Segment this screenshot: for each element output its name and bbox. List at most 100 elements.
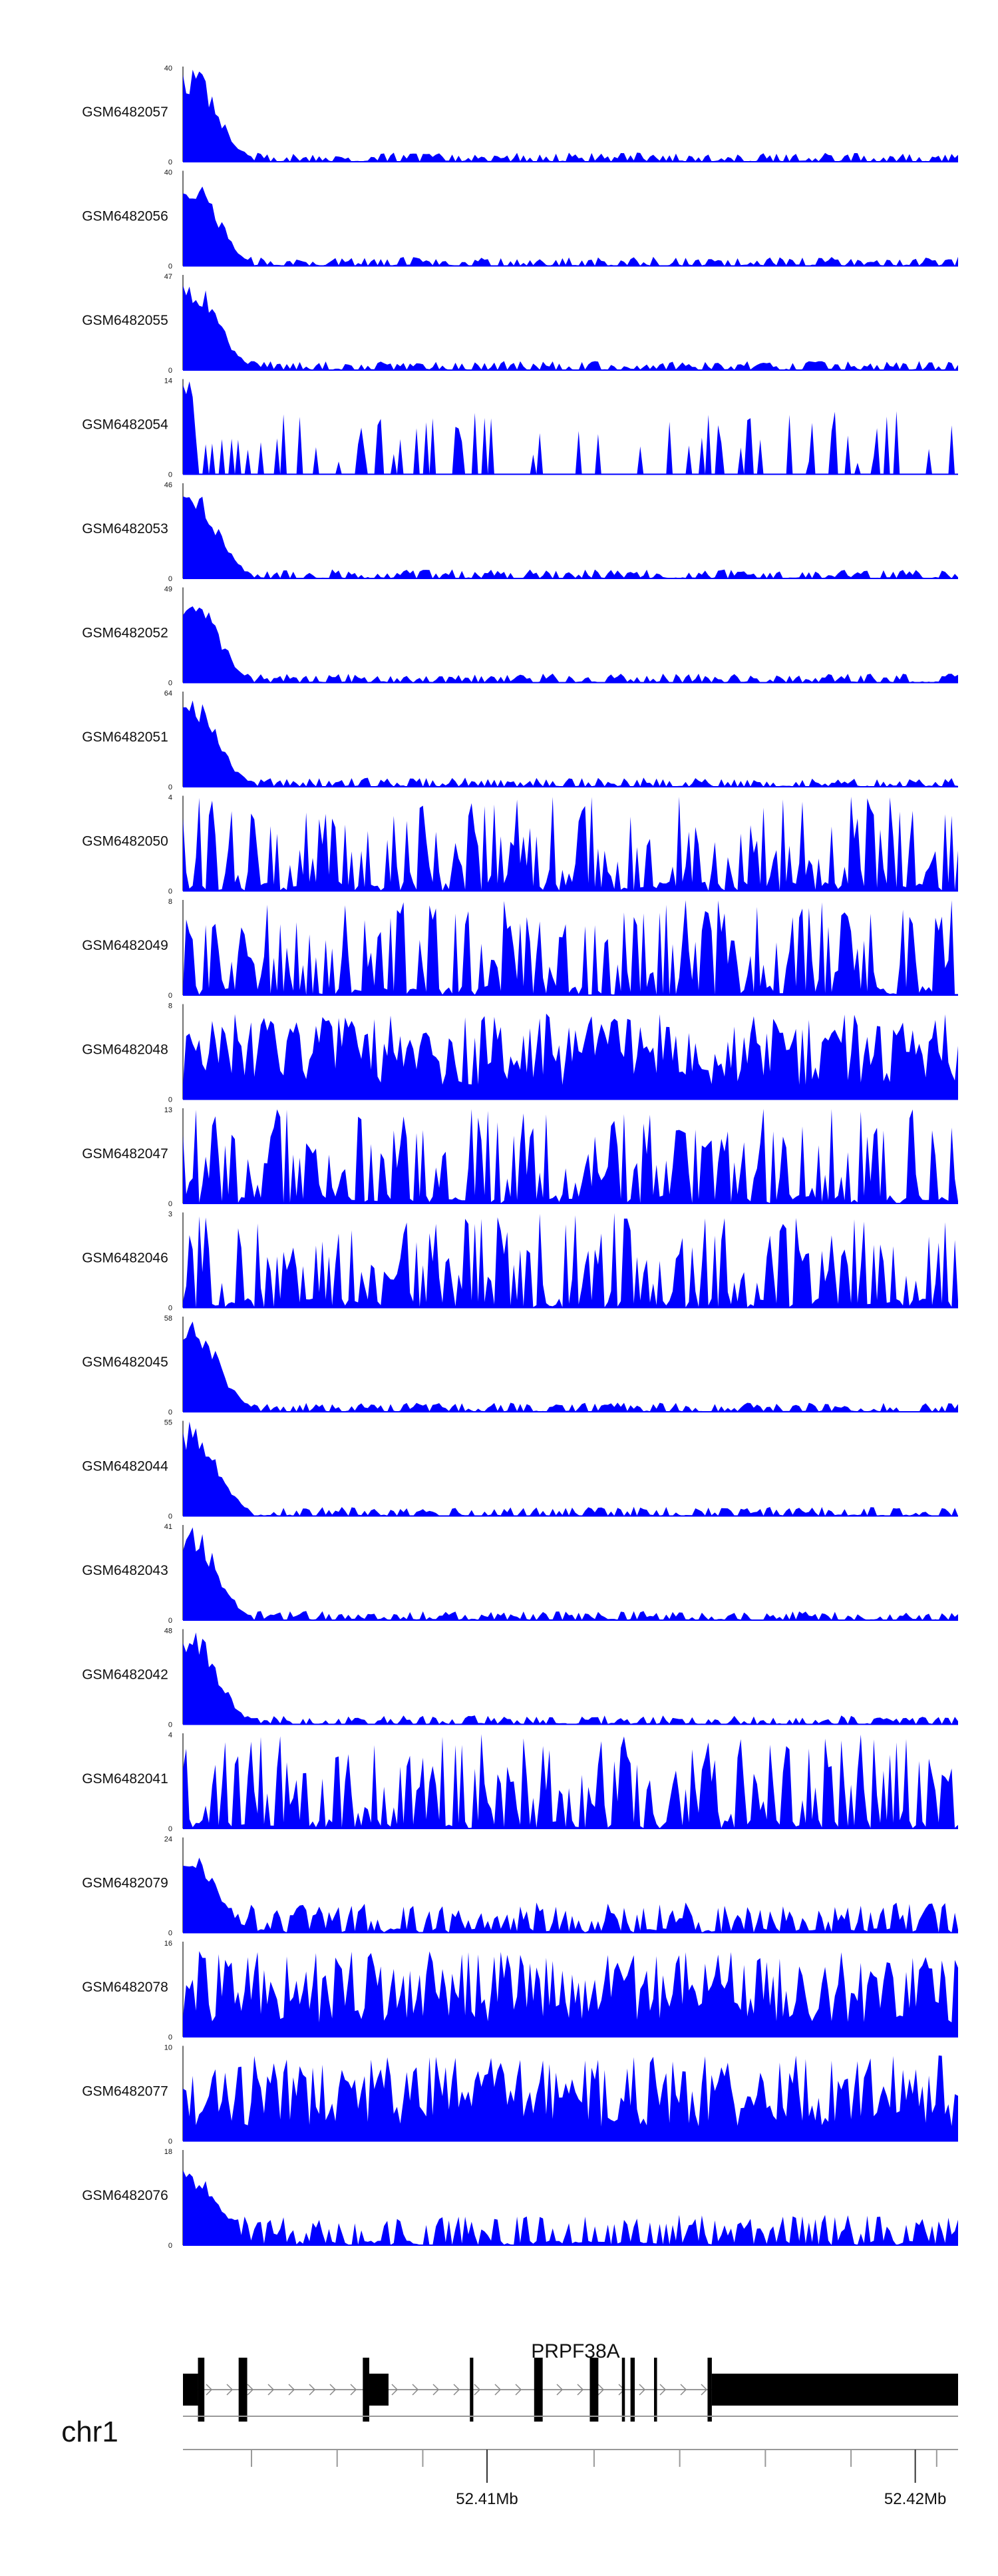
strand-arrow [556, 2384, 564, 2396]
genome-axis-track: chr1 52.41Mb 52.42Mb [61, 2416, 958, 2508]
track-ymin-label: 0 [168, 1408, 172, 1416]
strand-arrow [701, 2384, 708, 2396]
coverage-area [183, 1213, 958, 1308]
gene-model-track: PRPF38A [183, 2340, 958, 2422]
track-GSM6482079: GSM6482079 24 0 [82, 1836, 958, 1938]
track-GSM6482055: GSM6482055 47 0 [82, 273, 958, 375]
strand-arrow [680, 2384, 687, 2396]
coverage-area [183, 285, 958, 370]
strand-arrow [247, 2384, 254, 2396]
strand-arrow [453, 2384, 460, 2396]
track-label: GSM6482076 [82, 2188, 168, 2203]
track-label: GSM6482042 [82, 1667, 168, 1683]
exon-block [589, 2358, 599, 2422]
track-GSM6482052: GSM6482052 49 0 [82, 586, 958, 688]
track-label: GSM6482053 [82, 521, 168, 537]
axis-tick-label: 52.42Mb [884, 2490, 946, 2508]
coverage-area [183, 1857, 958, 1933]
exon-block [183, 2374, 198, 2406]
coverage-area [183, 2170, 958, 2245]
track-label: GSM6482050 [82, 834, 168, 849]
track-label: GSM6482077 [82, 2084, 168, 2099]
track-ymax-label: 48 [164, 1627, 172, 1635]
track-ymax-label: 55 [164, 1419, 172, 1427]
track-ymin-label: 0 [168, 575, 172, 583]
track-ymin-label: 0 [168, 1721, 172, 1729]
track-GSM6482078: GSM6482078 16 0 [82, 1940, 958, 2041]
track-ymin-label: 0 [168, 1513, 172, 1521]
track-ymax-label: 41 [164, 1523, 172, 1531]
track-label: GSM6482056 [82, 209, 168, 224]
track-GSM6482042: GSM6482042 48 0 [82, 1627, 958, 1729]
track-ymin-label: 0 [168, 1200, 172, 1208]
coverage-area [183, 1421, 958, 1516]
track-label: GSM6482079 [82, 1876, 168, 1891]
exon-block [470, 2358, 474, 2422]
track-ymin-label: 0 [168, 1096, 172, 1104]
exon-block [198, 2358, 205, 2422]
track-label: GSM6482044 [82, 1459, 168, 1474]
strand-arrow [206, 2384, 213, 2396]
track-ymin-label: 0 [168, 1930, 172, 1938]
exon-block [363, 2358, 369, 2422]
strand-arrow [659, 2384, 667, 2396]
coverage-area [183, 2055, 958, 2141]
track-ymin-label: 0 [168, 888, 172, 896]
track-GSM6482048: GSM6482048 8 0 [82, 1002, 958, 1104]
exon-block [621, 2358, 625, 2422]
track-GSM6482051: GSM6482051 64 0 [82, 690, 958, 791]
track-GSM6482077: GSM6482077 10 0 [82, 2044, 958, 2146]
strand-arrow [597, 2384, 605, 2396]
coverage-area [183, 900, 958, 995]
strand-arrow [474, 2384, 481, 2396]
coverage-area [183, 1013, 958, 1100]
track-label: GSM6482052 [82, 626, 168, 641]
strand-arrow [412, 2384, 419, 2396]
track-ymax-label: 49 [164, 586, 172, 594]
track-label: GSM6482047 [82, 1146, 168, 1162]
track-ymax-label: 24 [164, 1836, 172, 1844]
track-ymax-label: 16 [164, 1940, 172, 1948]
track-ymax-label: 40 [164, 65, 172, 73]
track-ymin-label: 0 [168, 2242, 172, 2250]
coverage-area [183, 381, 958, 475]
coverage-area [183, 186, 958, 266]
strand-arrow [288, 2384, 295, 2396]
track-GSM6482050: GSM6482050 4 0 [82, 794, 958, 896]
track-ymin-label: 0 [168, 263, 172, 271]
track-ymin-label: 0 [168, 1825, 172, 1833]
track-ymin-label: 0 [168, 783, 172, 791]
track-ymax-label: 8 [168, 1002, 172, 1010]
track-GSM6482049: GSM6482049 8 0 [82, 898, 958, 1000]
track-GSM6482043: GSM6482043 41 0 [82, 1523, 958, 1625]
coverage-area [183, 1951, 958, 2037]
track-ymin-label: 0 [168, 992, 172, 1000]
track-label: GSM6482054 [82, 417, 168, 433]
track-ymin-label: 0 [168, 680, 172, 688]
track-GSM6482053: GSM6482053 46 0 [82, 481, 958, 583]
track-ymin-label: 0 [168, 158, 172, 166]
track-label: GSM6482055 [82, 313, 168, 328]
exon-block [707, 2358, 712, 2422]
track-label: GSM6482057 [82, 105, 168, 120]
track-ymin-label: 0 [168, 471, 172, 479]
track-ymin-label: 0 [168, 1617, 172, 1625]
coverage-area [183, 1734, 958, 1828]
exon-block [654, 2358, 657, 2422]
exon-block [630, 2358, 635, 2422]
coverage-area [183, 69, 958, 162]
track-ymax-label: 14 [164, 377, 172, 385]
track-GSM6482057: GSM6482057 40 0 [82, 65, 958, 166]
track-label: GSM6482078 [82, 1980, 168, 1995]
track-GSM6482056: GSM6482056 40 0 [82, 169, 958, 271]
chromosome-label: chr1 [61, 2416, 118, 2448]
track-ymax-label: 4 [168, 794, 172, 802]
strand-arrow [309, 2384, 316, 2396]
track-label: GSM6482043 [82, 1563, 168, 1578]
strand-arrow [391, 2384, 399, 2396]
track-GSM6482041: GSM6482041 4 0 [82, 1731, 958, 1833]
strand-arrow [515, 2384, 522, 2396]
gene-name-label: PRPF38A [531, 2340, 619, 2362]
exon-block [711, 2374, 958, 2406]
track-GSM6482044: GSM6482044 55 0 [82, 1419, 958, 1521]
